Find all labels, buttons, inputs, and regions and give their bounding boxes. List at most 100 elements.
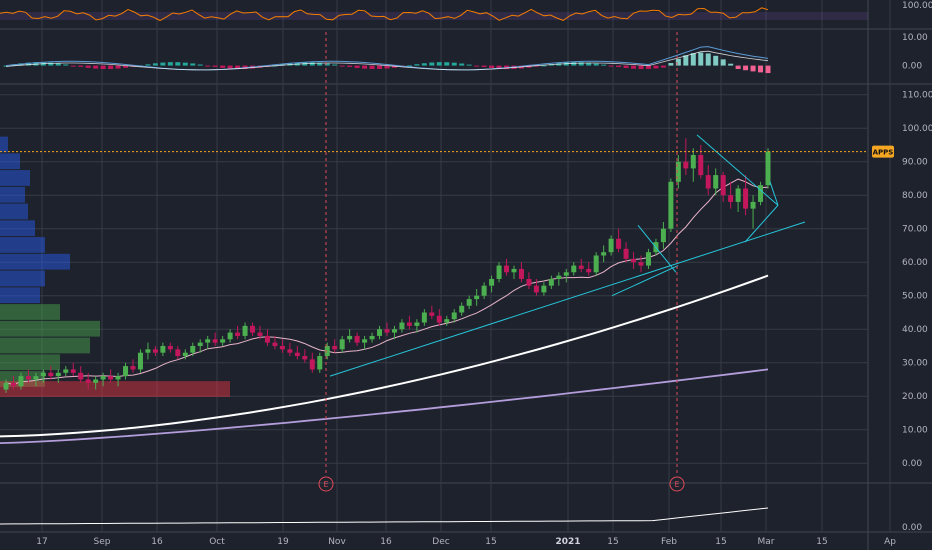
candle-body[interactable]: [675, 161, 681, 182]
earnings-icon[interactable]: [318, 476, 334, 492]
candle-body[interactable]: [563, 272, 569, 276]
candle-body[interactable]: [332, 345, 338, 350]
candle-body[interactable]: [421, 312, 427, 323]
candle-body[interactable]: [324, 345, 330, 357]
candle-body[interactable]: [616, 238, 622, 249]
candle-body[interactable]: [25, 376, 31, 380]
candle-body[interactable]: [115, 376, 121, 380]
candle-body[interactable]: [459, 305, 465, 313]
candle-body[interactable]: [108, 376, 114, 380]
candle-body[interactable]: [235, 332, 241, 336]
earnings-icon[interactable]: [669, 476, 685, 492]
candle-body[interactable]: [137, 352, 143, 370]
candle-body[interactable]: [638, 262, 644, 266]
candlesticks[interactable]: [3, 138, 771, 393]
candle-body[interactable]: [93, 379, 99, 383]
candle-body[interactable]: [227, 332, 233, 340]
candle-body[interactable]: [474, 295, 480, 300]
candle-body[interactable]: [526, 278, 532, 286]
candle-body[interactable]: [541, 285, 547, 293]
candle-body[interactable]: [750, 201, 756, 209]
candle-body[interactable]: [145, 349, 151, 353]
price-axis[interactable]: 100.00 10.00 0.00 110.00 100.00 90.00 80.00 70.…: [872, 1, 932, 533]
ticker-badge[interactable]: [872, 145, 894, 158]
candle-body[interactable]: [713, 175, 719, 189]
candle-body[interactable]: [518, 268, 524, 279]
candle-body[interactable]: [264, 335, 270, 343]
candle-body[interactable]: [668, 181, 674, 229]
candle-body[interactable]: [70, 369, 76, 373]
candle-body[interactable]: [414, 322, 420, 326]
candle-body[interactable]: [287, 349, 293, 353]
candle-body[interactable]: [511, 268, 517, 273]
candle-body[interactable]: [765, 151, 771, 186]
candle-body[interactable]: [362, 339, 368, 343]
candle-body[interactable]: [354, 335, 360, 343]
candle-body[interactable]: [3, 382, 9, 390]
candle-body[interactable]: [220, 339, 226, 343]
candle-body[interactable]: [496, 265, 502, 279]
candle-body[interactable]: [578, 265, 584, 269]
candle-body[interactable]: [466, 299, 472, 306]
candle-body[interactable]: [63, 369, 69, 373]
ticker-label[interactable]: APPS: [873, 149, 894, 157]
candle-body[interactable]: [608, 238, 614, 253]
candle-body[interactable]: [294, 352, 300, 357]
candle-body[interactable]: [444, 319, 450, 323]
candle-body[interactable]: [720, 175, 726, 196]
candle-body[interactable]: [190, 345, 196, 353]
candle-body[interactable]: [55, 372, 61, 377]
candle-body[interactable]: [548, 278, 554, 286]
candle-body[interactable]: [309, 359, 315, 370]
candle-body[interactable]: [631, 258, 637, 263]
candle-body[interactable]: [317, 356, 323, 370]
candle-body[interactable]: [369, 335, 375, 340]
candle-body[interactable]: [504, 265, 510, 273]
candle-body[interactable]: [683, 161, 689, 169]
candle-body[interactable]: [10, 382, 16, 387]
candle-body[interactable]: [698, 155, 704, 176]
candle-body[interactable]: [481, 285, 487, 296]
candle-body[interactable]: [85, 379, 91, 383]
candle-body[interactable]: [586, 268, 592, 273]
candle-body[interactable]: [40, 372, 46, 377]
candle-body[interactable]: [758, 185, 764, 202]
candle-body[interactable]: [705, 175, 711, 189]
candle-body[interactable]: [406, 322, 412, 326]
candle-body[interactable]: [339, 339, 345, 350]
candle-body[interactable]: [601, 252, 607, 256]
candle-body[interactable]: [205, 339, 211, 343]
candle-body[interactable]: [728, 195, 734, 202]
candle-body[interactable]: [48, 372, 54, 377]
candle-body[interactable]: [743, 188, 749, 209]
candle-body[interactable]: [645, 252, 651, 266]
candle-body[interactable]: [489, 278, 495, 286]
candle-body[interactable]: [212, 339, 218, 343]
candle-body[interactable]: [571, 265, 577, 273]
candle-body[interactable]: [182, 352, 188, 357]
candle-body[interactable]: [533, 285, 539, 293]
candle-body[interactable]: [660, 228, 666, 243]
candle-body[interactable]: [377, 329, 383, 336]
candle-body[interactable]: [175, 349, 181, 357]
earnings-label[interactable]: E: [323, 480, 328, 489]
candle-body[interactable]: [384, 329, 390, 333]
candle-body[interactable]: [197, 342, 203, 346]
candle-body[interactable]: [130, 366, 136, 370]
candle-body[interactable]: [167, 345, 173, 350]
candle-body[interactable]: [100, 376, 106, 380]
candle-body[interactable]: [33, 376, 39, 380]
candle-body[interactable]: [242, 325, 248, 336]
candle-body[interactable]: [436, 315, 442, 323]
candle-body[interactable]: [160, 345, 166, 353]
candle-body[interactable]: [123, 366, 129, 377]
candle-body[interactable]: [429, 312, 435, 316]
candle-body[interactable]: [279, 345, 285, 350]
candle-body[interactable]: [399, 322, 405, 330]
earnings-label[interactable]: E: [674, 480, 679, 489]
candle-body[interactable]: [272, 342, 278, 346]
candle-body[interactable]: [257, 332, 263, 336]
candle-body[interactable]: [593, 255, 599, 273]
